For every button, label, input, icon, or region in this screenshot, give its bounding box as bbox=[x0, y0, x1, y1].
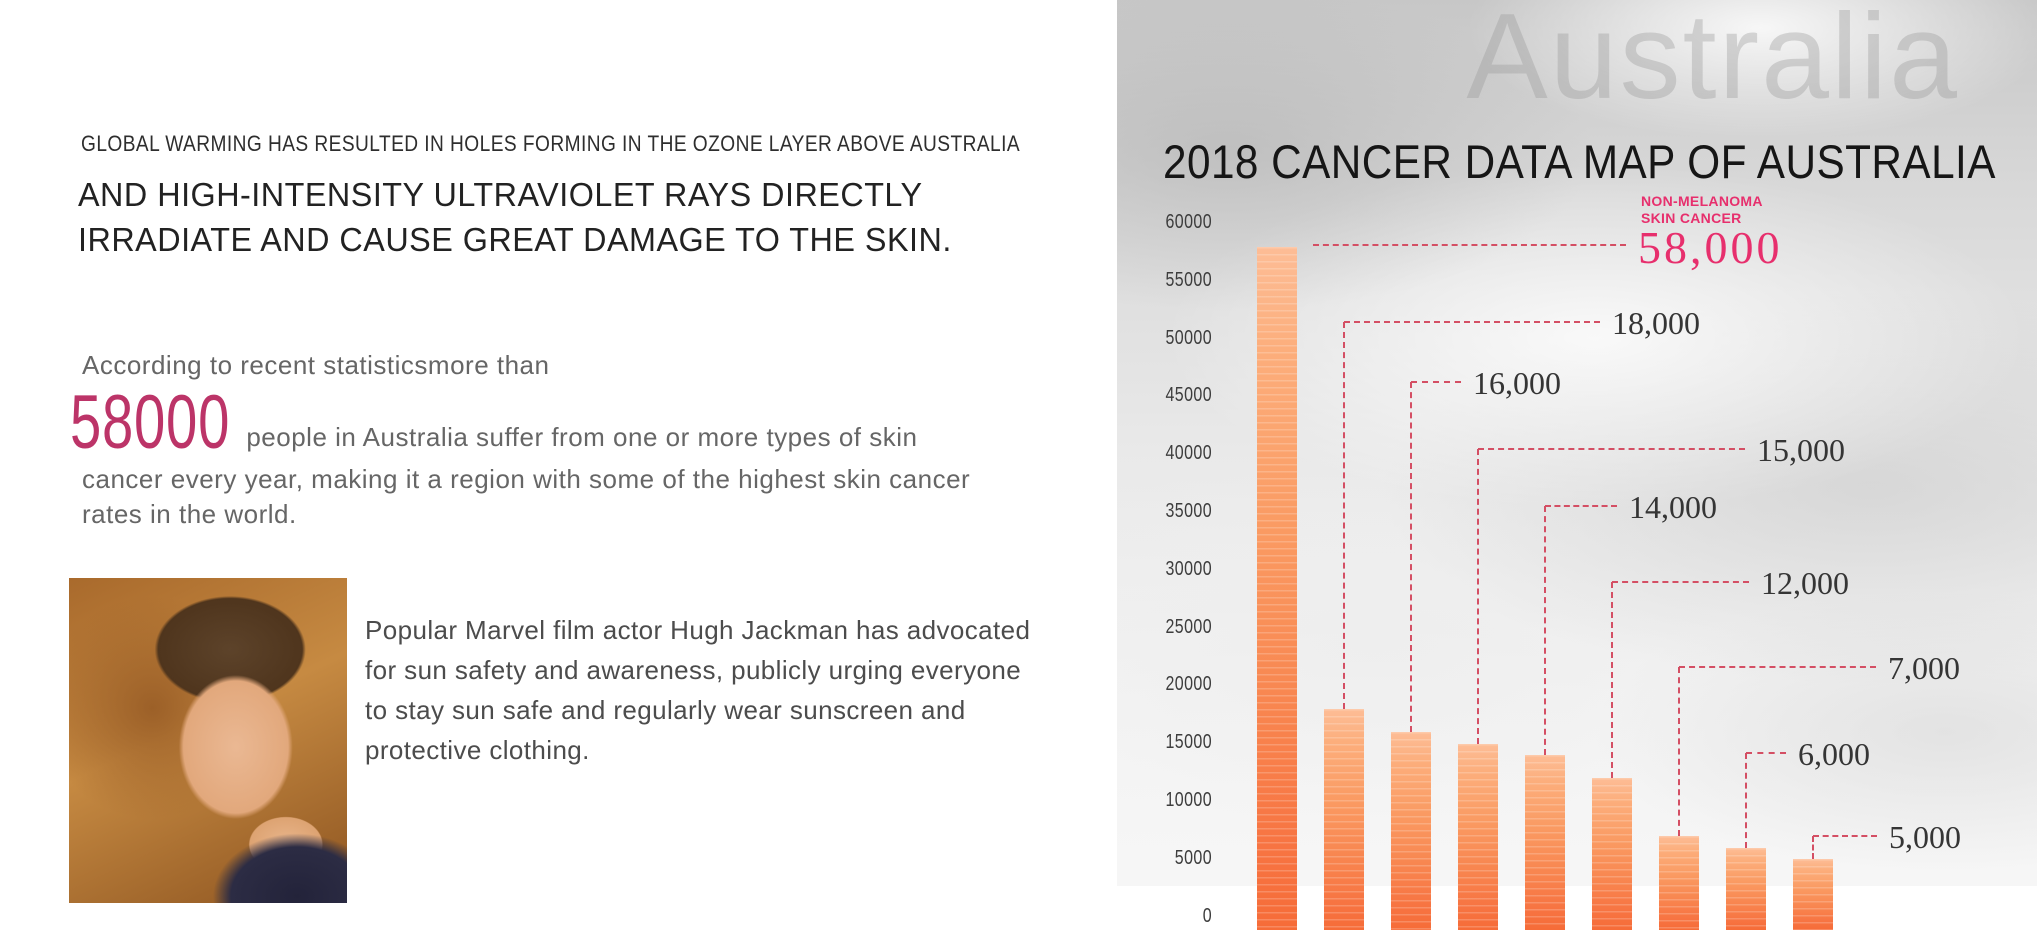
caption-line: protective clothing. bbox=[365, 735, 590, 765]
stat-lead: According to recent statisticsmore than bbox=[82, 350, 550, 380]
value-label: 6,000 bbox=[1798, 736, 1870, 772]
callout-line-vertical bbox=[1544, 506, 1546, 755]
callout-line-vertical bbox=[1611, 582, 1613, 778]
y-axis-tick-label: 0 bbox=[1202, 904, 1212, 927]
y-axis-tick-label: 25000 bbox=[1165, 615, 1212, 638]
bar bbox=[1324, 709, 1364, 930]
bar bbox=[1592, 778, 1632, 930]
value-label: 14,000 bbox=[1629, 489, 1717, 525]
highlight-category-label: NON-MELANOMA SKIN CANCER bbox=[1641, 193, 1763, 227]
callout-line-horizontal bbox=[1545, 505, 1617, 507]
stat-line: rates in the world. bbox=[82, 499, 297, 529]
headline-line-1: AND HIGH-INTENSITY ULTRAVIOLET RAYS DIRE… bbox=[78, 176, 923, 213]
caption-line: to stay sun safe and regularly wear suns… bbox=[365, 695, 966, 725]
callout-line-horizontal bbox=[1344, 321, 1600, 323]
y-axis-tick-label: 15000 bbox=[1165, 731, 1212, 754]
callout-line-vertical bbox=[1343, 322, 1345, 709]
y-axis-tick-label: 50000 bbox=[1165, 326, 1212, 349]
hugh-jackman-photo bbox=[69, 578, 347, 903]
callout-line-horizontal bbox=[1679, 666, 1876, 668]
stat-line: cancer every year, making it a region wi… bbox=[82, 464, 971, 494]
callout-line-vertical bbox=[1410, 382, 1412, 732]
bar bbox=[1726, 848, 1766, 930]
value-label: 15,000 bbox=[1757, 432, 1845, 468]
bar bbox=[1257, 247, 1297, 930]
value-label: 16,000 bbox=[1473, 365, 1561, 401]
callout-line-horizontal bbox=[1612, 581, 1749, 583]
stat-continuation: cancer every year, making it a region wi… bbox=[82, 462, 970, 532]
value-label: 18,000 bbox=[1612, 305, 1700, 341]
value-label: 7,000 bbox=[1888, 650, 1960, 686]
y-axis-tick-label: 60000 bbox=[1165, 211, 1212, 233]
value-label: 12,000 bbox=[1761, 565, 1849, 601]
highlight-category-line: SKIN CANCER bbox=[1641, 210, 1742, 226]
stat-row: 58000 people in Australia suffer from on… bbox=[70, 380, 918, 465]
callout-line-vertical bbox=[1745, 753, 1747, 848]
y-axis-tick-label: 35000 bbox=[1165, 500, 1212, 522]
callout-line-horizontal bbox=[1411, 381, 1461, 383]
photo-caption: Popular Marvel film actor Hugh Jackman h… bbox=[365, 610, 1030, 770]
callout-line-horizontal bbox=[1813, 835, 1877, 837]
headline-line-2: IRRADIATE AND CAUSE GREAT DAMAGE TO THE … bbox=[78, 221, 952, 258]
y-axis-tick-label: 55000 bbox=[1165, 268, 1212, 291]
callout-line-vertical bbox=[1477, 449, 1479, 744]
bottom-white-strip bbox=[1117, 886, 2037, 938]
intro-line: GLOBAL WARMING HAS RESULTED IN HOLES FOR… bbox=[81, 131, 1021, 156]
y-axis-tick-label: 5000 bbox=[1174, 846, 1212, 869]
callout-line-vertical bbox=[1678, 667, 1680, 836]
y-axis-tick-label: 30000 bbox=[1165, 557, 1212, 580]
highlight-value-label: 58,000 bbox=[1638, 222, 1783, 273]
chart-title: 2018 CANCER DATA MAP OF AUSTRALIA bbox=[1163, 135, 1996, 188]
highlight-category-line: NON-MELANOMA bbox=[1641, 193, 1763, 209]
caption-line: for sun safety and awareness, publicly u… bbox=[365, 655, 1022, 685]
value-label: 5,000 bbox=[1889, 819, 1961, 855]
bar bbox=[1458, 744, 1498, 930]
y-axis-tick-label: 45000 bbox=[1165, 384, 1212, 407]
cancer-chart-panel: Australia 2018 CANCER DATA MAP OF AUSTRA… bbox=[1117, 0, 2037, 938]
y-axis-tick-label: 20000 bbox=[1165, 673, 1212, 696]
headline: AND HIGH-INTENSITY ULTRAVIOLET RAYS DIRE… bbox=[78, 172, 952, 262]
bar bbox=[1793, 859, 1833, 930]
y-axis-tick-label: 40000 bbox=[1165, 442, 1212, 465]
callout-line-horizontal bbox=[1746, 752, 1786, 754]
stat-after-text: people in Australia suffer from one or m… bbox=[246, 421, 918, 452]
y-axis-tick-label: 10000 bbox=[1165, 789, 1212, 811]
callout-line-vertical bbox=[1812, 836, 1814, 859]
bar bbox=[1659, 836, 1699, 930]
australia-watermark: Australia bbox=[1466, 0, 1959, 124]
bar bbox=[1525, 755, 1565, 930]
callout-line-horizontal bbox=[1478, 448, 1745, 450]
callout-line-horizontal bbox=[1313, 244, 1626, 246]
stat-number: 58000 bbox=[70, 380, 231, 465]
caption-line: Popular Marvel film actor Hugh Jackman h… bbox=[365, 615, 1031, 645]
bar bbox=[1391, 732, 1431, 930]
